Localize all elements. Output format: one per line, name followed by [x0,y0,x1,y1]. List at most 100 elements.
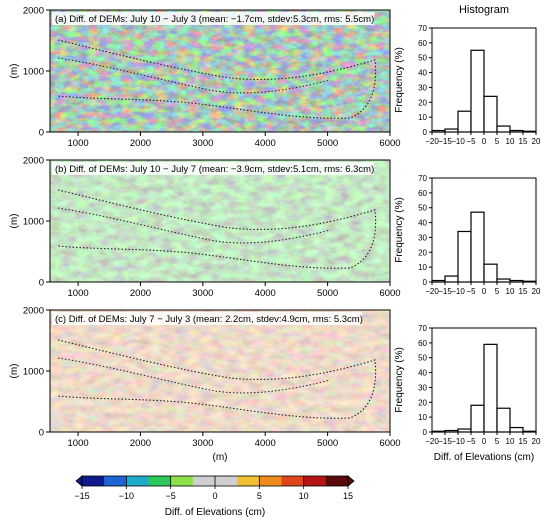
map-b-ytick-label: 0 [39,278,44,289]
hist-a-ytick-label: 20 [418,98,427,107]
hist-a-xtick-label: 10 [506,137,515,146]
hist-a-ytick-label: 60 [418,39,427,48]
map-b-xtick-label: 3000 [192,288,213,299]
colorbar-segment [303,476,327,486]
hist-b-xtick-label: −10 [451,287,465,296]
hist-c-ylabel: Frequency (%) [394,347,405,413]
map-c-title: (c) Diff. of DEMs: July 7 − July 3 (mean… [55,314,363,325]
map-a-title: (a) Diff. of DEMs: July 10 − July 3 (mea… [55,14,374,25]
hist-b-xtick-label: 10 [506,287,515,296]
map-b-ytick-label: 1000 [23,217,44,228]
map-c-ytick-label: 2000 [23,306,44,317]
map-a-ytick-label: 1000 [23,67,44,78]
colorbar-segment [148,476,171,486]
hist-b-ytick-label: 40 [418,219,427,228]
hist-c-bar [483,343,498,433]
hist-c-xtick-label: −5 [466,437,476,446]
map-b-ytick-label: 2000 [23,156,44,167]
map-a-outline [57,39,377,119]
hist-b-bars [431,211,537,283]
map-a-ytick-label: 0 [39,128,44,139]
map-b-image [50,160,390,282]
hist-a-xticks: −20 −15 −10 −5 0 5 10 15 20 [425,132,541,146]
hist-a-ytick-label: 50 [418,54,427,63]
hist-c-xtick-label: 20 [532,437,541,446]
hist-b-ytick-label: 70 [418,174,427,183]
map-a-yticks: 0 1000 2000 [23,6,50,139]
hist-c-bars [431,343,537,433]
hist-b-xtick-label: 20 [532,287,541,296]
hist-b-bar [457,230,472,283]
colorbar-tick-label: 15 [343,491,353,501]
hist-c-xtick-label: 5 [495,437,500,446]
map-panel-b: (b) Diff. of DEMs: July 10 − July 7 (mea… [9,156,401,300]
hist-a-xtick-label: −10 [451,137,465,146]
map-c-xtick-label: 4000 [255,438,276,449]
map-b-xtick-label: 2000 [130,288,151,299]
hist-a-bar [483,95,498,133]
hist-a-ytick-label: 0 [423,128,428,137]
map-panel-c: (c) Diff. of DEMs: July 7 − July 3 (mean… [9,306,401,464]
colorbar-tick-label: 10 [299,491,309,501]
map-c-image [50,310,390,432]
hist-a-xtick-label: −5 [466,137,476,146]
hist-c-bar [496,407,511,433]
map-a-ytick-label: 2000 [23,6,44,17]
map-c-title-bg [52,312,362,325]
colorbar-segment [82,476,105,486]
colorbar-segment [126,476,149,486]
hist-a-ytick-label: 10 [418,113,427,122]
colorbar-segment [104,476,127,486]
map-a-title-bg [52,12,374,25]
hist-b-bar [483,263,498,283]
hist-a-xtick-label: −20 [425,137,439,146]
hist-c-ytick-label: 0 [423,428,428,437]
map-a-xtick-label: 4000 [255,138,276,149]
colorbar-left-arrow [75,475,83,487]
map-a-xtick-label: 6000 [379,138,400,149]
hist-a-ytick-label: 40 [418,69,427,78]
colorbar: −15 −10 −5 0 5 10 15 Diff. of Elevations (cm) [74,475,355,518]
map-c-xticks: 1000 2000 3000 4000 5000 6000 [68,432,401,449]
map-c-xlabel: (m) [213,452,228,463]
colorbar-segments [82,476,349,486]
hist-b-ytick-label: 30 [418,233,427,242]
hist-a-ylabel: Frequency (%) [394,47,405,113]
map-a-xticks: 1000 2000 3000 4000 5000 6000 [68,132,401,149]
hist-a-ytick-label: 30 [418,83,427,92]
hist-b-ylabel: Frequency (%) [394,197,405,263]
map-b-ylabel: (m) [9,214,20,229]
hist-b-xtick-label: 5 [495,287,500,296]
map-c-outline-2 [57,357,331,394]
hist-a-bar [496,125,511,133]
hist-c-bar [470,404,485,433]
map-a-image [50,10,390,132]
hist-a-title: Histogram [459,4,509,16]
map-a-outline-2 [57,57,331,94]
hist-c-ytick-label: 70 [418,324,427,333]
colorbar-ticks: −15 −10 −5 0 5 10 15 [74,476,353,501]
map-c-xtick-label: 5000 [317,438,338,449]
hist-c-ytick-label: 50 [418,354,427,363]
hist-a-ytick-label: 70 [418,24,427,33]
colorbar-right-arrow [347,475,355,487]
map-b-outline [57,189,377,269]
hist-b-ytick-label: 50 [418,204,427,213]
hist-c-xtick-label: −15 [438,437,452,446]
hist-b-ytick-label: 0 [423,278,428,287]
map-c-yticks: 0 1000 2000 [23,306,50,439]
map-c-xtick-label: 3000 [192,438,213,449]
hist-c-ytick-label: 10 [418,413,427,422]
map-a-xtick-label: 5000 [317,138,338,149]
colorbar-segment [215,476,238,486]
map-b-xtick-label: 4000 [255,288,276,299]
hist-a-xtick-label: 5 [495,137,500,146]
hist-a-bar [457,110,472,133]
hist-c-bar [509,426,524,433]
hist-b-ytick-label: 20 [418,248,427,257]
map-b-title: (b) Diff. of DEMs: July 10 − July 7 (mea… [55,164,374,175]
map-c-ytick-label: 1000 [23,367,44,378]
map-a-xtick-label: 1000 [68,138,89,149]
hist-b-xticks: −20 −15 −10 −5 0 5 10 15 20 [425,282,541,296]
